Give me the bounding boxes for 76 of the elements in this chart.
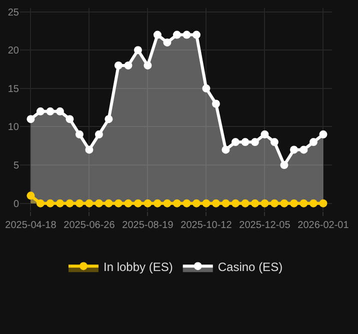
legend-label: Casino (ES) (218, 260, 283, 274)
point (182, 199, 191, 208)
point (231, 199, 240, 208)
point (26, 192, 35, 200)
point (319, 130, 328, 138)
x-tick-label: 2025-10-12 (180, 220, 232, 231)
point (260, 130, 269, 138)
point (124, 61, 132, 70)
point (56, 199, 64, 208)
x-tick-label: 2025-12-05 (239, 220, 291, 231)
point (309, 138, 318, 146)
point (300, 199, 308, 208)
point (319, 199, 328, 208)
point (250, 199, 259, 208)
point (85, 146, 94, 154)
point (280, 161, 288, 170)
point (153, 30, 162, 39)
point (46, 107, 54, 116)
x-tick-label: 2026-02-01 (298, 220, 350, 231)
point (202, 84, 210, 92)
x-tick-label: 2025-06-26 (64, 220, 116, 231)
point (290, 146, 298, 154)
point (104, 115, 113, 124)
point (114, 61, 122, 70)
point (212, 199, 220, 208)
point (290, 199, 298, 208)
point (75, 130, 84, 138)
point (75, 199, 84, 208)
point (212, 100, 220, 108)
point (172, 30, 181, 39)
point (46, 199, 54, 208)
x-tick-label: 2025-08-19 (122, 220, 174, 231)
y-tick-label: 15 (8, 84, 20, 95)
y-tick-label: 20 (8, 46, 20, 57)
point (104, 199, 113, 208)
point (172, 199, 181, 208)
y-tick-label: 10 (8, 122, 20, 134)
point (114, 199, 122, 208)
point (163, 199, 172, 208)
point (270, 199, 278, 208)
point (26, 115, 35, 124)
point (124, 199, 132, 208)
point (144, 199, 152, 208)
point (300, 146, 308, 154)
point (202, 199, 210, 208)
y-tick-label: 25 (8, 7, 20, 18)
point (270, 138, 278, 146)
legend-label: In lobby (ES) (104, 260, 173, 274)
point (94, 130, 103, 138)
point (94, 199, 103, 208)
point (241, 138, 250, 146)
point (144, 61, 152, 70)
point (309, 199, 318, 208)
point (222, 199, 230, 208)
y-tick-label: 5 (13, 160, 20, 172)
point (222, 146, 230, 154)
point (182, 30, 191, 39)
point (66, 115, 74, 124)
x-tick-label: 2025-04-18 (5, 220, 57, 231)
point (241, 199, 250, 208)
point (153, 199, 162, 208)
point (280, 199, 288, 208)
point (36, 199, 44, 208)
point (192, 199, 200, 208)
point (250, 138, 259, 146)
point (56, 107, 64, 116)
point (134, 199, 142, 208)
point (134, 46, 142, 54)
point (260, 199, 269, 208)
point (36, 107, 44, 116)
point (231, 138, 240, 146)
point (85, 199, 94, 208)
y-tick-label: 0 (13, 198, 20, 210)
point (192, 30, 200, 39)
point (163, 38, 172, 46)
point (66, 199, 74, 208)
